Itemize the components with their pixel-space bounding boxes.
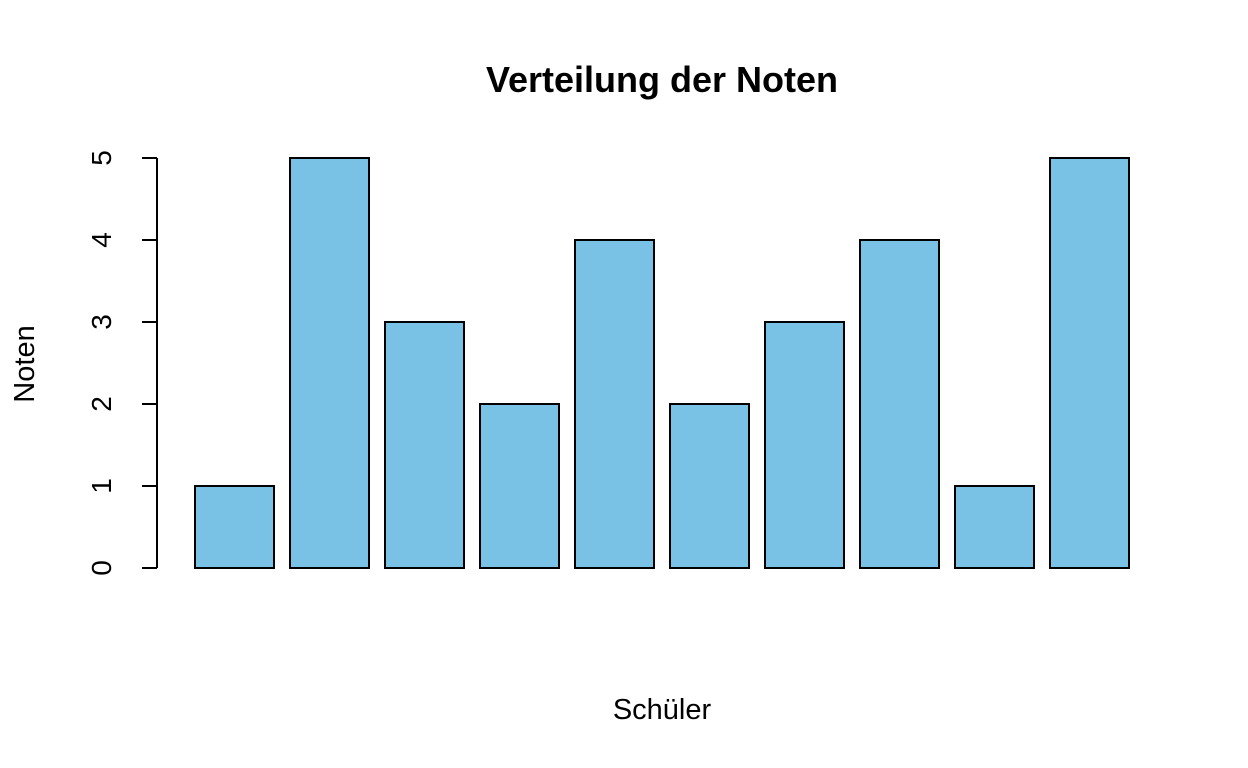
chart-title: Verteilung der Noten bbox=[486, 59, 838, 100]
y-tick-label: 2 bbox=[86, 396, 117, 412]
x-axis-label: Schüler bbox=[613, 694, 712, 726]
bar-7 bbox=[764, 321, 845, 569]
bar-6 bbox=[669, 403, 750, 569]
bar-9 bbox=[954, 485, 1035, 569]
bar-1 bbox=[194, 485, 275, 569]
bar-3 bbox=[384, 321, 465, 569]
bar-10 bbox=[1049, 157, 1130, 569]
bar-8 bbox=[859, 239, 940, 569]
y-axis: 0 1 2 3 4 5 bbox=[86, 150, 158, 576]
bar-4 bbox=[479, 403, 560, 569]
y-axis-label: Noten bbox=[9, 325, 41, 402]
y-tick-label: 5 bbox=[86, 150, 117, 166]
y-tick-label: 3 bbox=[86, 314, 117, 330]
bar-5 bbox=[574, 239, 655, 569]
bar-2 bbox=[289, 157, 370, 569]
y-tick-label: 1 bbox=[86, 478, 117, 494]
y-tick-label: 0 bbox=[86, 560, 117, 576]
bars-group bbox=[194, 157, 1130, 569]
y-tick-label: 4 bbox=[86, 232, 117, 248]
